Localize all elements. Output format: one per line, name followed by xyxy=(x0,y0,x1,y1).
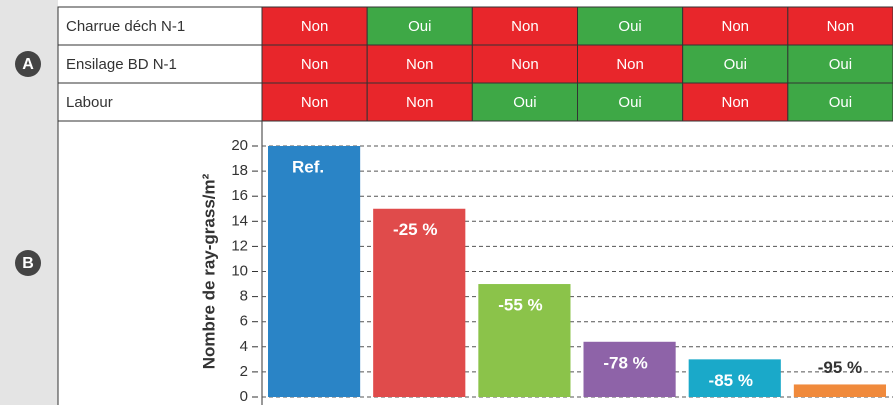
cell-text: Oui xyxy=(513,94,536,111)
cell-text: Non xyxy=(511,18,539,35)
cell-text: Non xyxy=(616,56,644,73)
row-label-cell xyxy=(57,44,263,84)
bar-annotation: Ref. xyxy=(292,157,324,176)
y-tick-label: 2 xyxy=(240,363,248,380)
y-tick-label: 12 xyxy=(231,237,248,254)
table-cell xyxy=(577,82,684,122)
marker-letter: B xyxy=(22,255,34,272)
marker-circle xyxy=(15,250,41,276)
cell-text: Oui xyxy=(618,18,641,35)
cell-text: Oui xyxy=(829,56,852,73)
bar-annotation: -78 % xyxy=(603,353,647,372)
y-tick-label: 18 xyxy=(231,162,248,179)
cell-text: Non xyxy=(301,18,329,35)
cell-text: Non xyxy=(827,18,855,35)
y-tick-label: 0 xyxy=(240,388,248,405)
table-cell xyxy=(261,44,368,84)
bar xyxy=(268,146,361,397)
table-cell xyxy=(787,44,893,84)
bar-annotation: -85 % xyxy=(709,371,753,390)
cell-text: Non xyxy=(406,94,434,111)
cell-text: Oui xyxy=(618,94,641,111)
cell-text: Oui xyxy=(829,94,852,111)
table-cell xyxy=(366,6,473,46)
row-label-cell xyxy=(57,82,263,122)
cell-text: Non xyxy=(721,94,749,111)
y-tick-label: 4 xyxy=(240,338,248,355)
y-tick-label: 14 xyxy=(231,212,248,229)
row-label-cell xyxy=(57,6,263,46)
bar xyxy=(688,359,781,397)
marker-letter: A xyxy=(22,56,34,73)
y-tick-label: 6 xyxy=(240,313,248,330)
table-cell xyxy=(577,44,684,84)
cell-text: Non xyxy=(511,56,539,73)
bar xyxy=(583,341,676,397)
cell-text: Non xyxy=(721,18,749,35)
bar xyxy=(373,208,466,397)
cell-text: Oui xyxy=(408,18,431,35)
row-label: Charrue déch N-1 xyxy=(66,18,185,35)
y-tick-label: 8 xyxy=(240,288,248,305)
cell-text: Non xyxy=(301,56,329,73)
y-axis-label: Nombre de ray-grass/m² xyxy=(199,173,218,369)
cell-text: Non xyxy=(301,94,329,111)
y-tick-label: 10 xyxy=(231,262,248,279)
table-cell xyxy=(366,44,473,84)
cell-text: Oui xyxy=(724,56,747,73)
bar-annotation: -95 % xyxy=(818,358,862,377)
bar-annotation: -25 % xyxy=(393,220,437,239)
y-tick-label: 20 xyxy=(231,137,248,154)
table-cell xyxy=(366,82,473,122)
table-cell xyxy=(261,82,368,122)
table-cell xyxy=(787,82,893,122)
table-cell xyxy=(261,6,368,46)
chart-frame xyxy=(57,120,893,405)
table-cell xyxy=(682,44,789,84)
row-label: Labour xyxy=(66,94,113,111)
row-label: Ensilage BD N-1 xyxy=(66,56,177,73)
cell-text: Non xyxy=(406,56,434,73)
bar xyxy=(478,284,571,397)
marker-circle xyxy=(15,51,41,77)
bar-annotation: -55 % xyxy=(498,296,542,315)
y-tick-label: 16 xyxy=(231,187,248,204)
bar xyxy=(793,384,886,397)
table-cell xyxy=(471,82,579,122)
